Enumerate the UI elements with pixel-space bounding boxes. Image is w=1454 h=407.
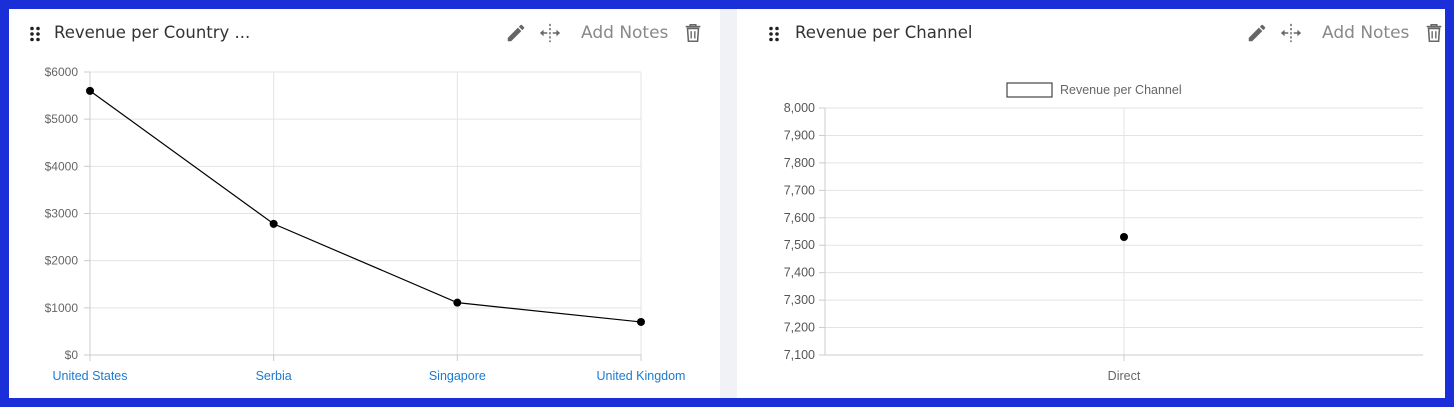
x-tick-label: Serbia <box>256 369 292 383</box>
trash-icon[interactable] <box>682 22 704 44</box>
add-notes-button[interactable]: Add Notes <box>581 23 669 43</box>
widget-revenue-per-channel: Revenue per Channel Add Notes Revenue pe… <box>737 9 1445 398</box>
data-point <box>1120 232 1128 241</box>
widget-title: Revenue per Country ... <box>54 23 251 42</box>
y-tick-label: 7,400 <box>784 266 815 280</box>
drag-handle-icon[interactable] <box>29 26 41 42</box>
series-line <box>89 90 642 323</box>
y-tick-label: 7,800 <box>784 156 815 170</box>
y-tick-label: 7,300 <box>784 293 815 307</box>
y-tick-label: $0 <box>65 348 79 362</box>
y-tick-label: $2000 <box>45 254 79 268</box>
y-tick-label: 7,100 <box>784 348 815 362</box>
legend-swatch <box>1006 82 1053 98</box>
y-tick-label: 7,200 <box>784 321 815 335</box>
y-tick-label: $4000 <box>45 159 79 173</box>
y-tick-label: 7,900 <box>784 128 815 142</box>
line-chart-revenue-per-country: $0 $1000 $2000 $3000 $4000 $5000 $6000 United S… <box>45 65 686 383</box>
data-point <box>637 317 645 326</box>
y-tick-label: 8,000 <box>784 101 815 115</box>
widget-header: Revenue per Channel Add Notes <box>737 9 1445 59</box>
data-point <box>269 219 278 228</box>
y-tick-label: 7,600 <box>784 211 815 225</box>
legend-label: Revenue per Channel <box>1060 83 1182 97</box>
panel-gap <box>720 9 737 398</box>
trash-icon[interactable] <box>1423 22 1445 44</box>
data-point <box>86 86 94 95</box>
data-point <box>453 298 462 307</box>
widget-header: Revenue per Country ... Add Notes <box>9 9 720 59</box>
y-tick-label: 7,700 <box>784 183 815 197</box>
move-icon[interactable] <box>1280 22 1302 44</box>
y-tick-label: $6000 <box>45 65 79 79</box>
x-tick-label: Direct <box>1108 369 1141 383</box>
pencil-icon[interactable] <box>1246 22 1268 44</box>
x-tick-label: United States <box>52 369 127 383</box>
y-tick-label: $5000 <box>45 112 79 126</box>
add-notes-button[interactable]: Add Notes <box>1322 23 1410 43</box>
x-tick-label: United Kingdom <box>597 369 686 383</box>
pencil-icon[interactable] <box>505 22 527 44</box>
move-icon[interactable] <box>539 22 561 44</box>
widget-title: Revenue per Channel <box>795 23 973 42</box>
x-tick-label: Singapore <box>429 369 486 383</box>
y-tick-label: $3000 <box>45 207 79 221</box>
y-tick-label: 7,500 <box>784 238 815 252</box>
scatter-chart-revenue-per-channel: Revenue per Channel 7,100 7,200 7,300 7,400 7… <box>784 82 1423 383</box>
y-tick-label: $1000 <box>45 301 79 315</box>
widget-revenue-per-country: Revenue per Country ... Add Notes $0 $100… <box>9 9 720 398</box>
drag-handle-icon[interactable] <box>768 26 780 42</box>
